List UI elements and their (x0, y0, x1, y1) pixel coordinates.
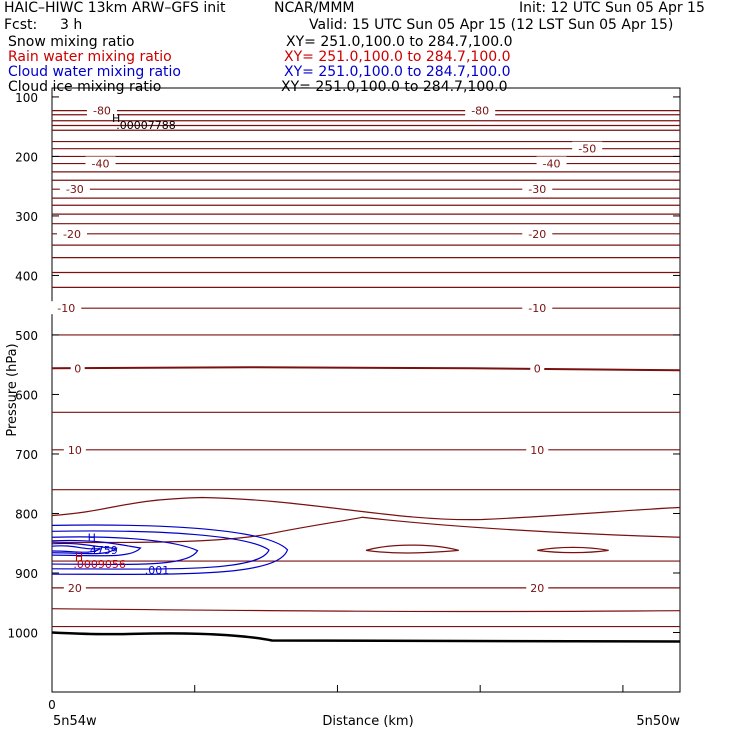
extremum-annotation: H (112, 112, 120, 125)
legend-snow-field: Snow mixing ratio (8, 34, 135, 50)
y-tick-label: 800 (15, 507, 38, 521)
valid-time: Valid: 15 UTC Sun 05 Apr 15 (12 LST Sun … (309, 17, 674, 33)
cloud-water-contour (51, 524, 289, 575)
isotherm-closed-contour (537, 546, 609, 554)
isotherm-label: -10 (57, 302, 75, 315)
cloud-water-contours (51, 524, 289, 575)
cloud-water-contour (51, 530, 270, 570)
isotherm-label-background (86, 103, 117, 117)
extremum-annotation: H (75, 550, 83, 563)
isotherm-label-background (63, 442, 86, 456)
isotherm-label-background (526, 580, 549, 594)
y-tick-label: 700 (15, 448, 38, 462)
isotherm-label: -40 (543, 158, 561, 171)
legend-cloudice-field: Cloud ice mixing ratio (8, 79, 162, 95)
isotherm-label: -80 (93, 105, 111, 118)
y-tick-label: 900 (15, 567, 38, 581)
isotherm-label: -80 (471, 105, 489, 118)
legend-rain-xy: XY= 251.0,100.0 to 284.7,100.0 (284, 49, 511, 65)
legend-snow-xy: XY= 251.0,100.0 to 284.7,100.0 (286, 34, 513, 50)
extremum-annotation: H (88, 531, 96, 544)
isotherm-label-background (63, 580, 86, 594)
y-tick-label: 600 (15, 388, 38, 402)
isotherm-label-background (572, 141, 603, 155)
isotherm-label-background (59, 182, 90, 196)
isotherm-label-background (530, 361, 545, 375)
isotherm-line (51, 516, 681, 544)
ground-surface (51, 631, 681, 643)
isotherm-label-background (51, 301, 82, 315)
isotherm-label: -30 (528, 183, 546, 196)
legend-rain-field: Rain water mixing ratio (8, 49, 172, 65)
isotherm-label: 20 (530, 582, 544, 595)
isotherm-line (51, 366, 681, 372)
x-axis-left-end-label: 5n54w (53, 714, 97, 729)
temperature-isotherms (51, 110, 681, 628)
plot-frame (51, 87, 681, 693)
extremum-annotation: .0009056 (73, 558, 126, 571)
model-title: HAIC–HIWC 13km ARW–GFS init (4, 0, 226, 16)
isotherm-label-background (522, 301, 553, 315)
legend-cloudwater-xy: XY= 251.0,100.0 to 284.7,100.0 (284, 64, 511, 80)
isotherm-line (51, 608, 681, 613)
isotherm-label: 10 (68, 444, 82, 457)
isotherm-label: 20 (68, 582, 82, 595)
isotherm-label-background (526, 442, 549, 456)
isotherm-label-background (56, 226, 87, 240)
forecast-hour: 3 h (60, 17, 83, 33)
cloud-water-contour (51, 536, 199, 566)
cloud-water-contour (51, 545, 101, 553)
isotherm-label-background (536, 156, 567, 170)
y-tick-label: 300 (15, 210, 38, 224)
isotherm-closed-contour (365, 544, 459, 554)
isotherm-label: -20 (528, 228, 546, 241)
contour-labels: -80 -80 -50 -40 -40 -30 -30 -20 -20 -10 -10 0 0 10 10 2… (51, 103, 603, 595)
isotherm-label-background (522, 226, 553, 240)
isotherm-label: -10 (528, 302, 546, 315)
ground-line (51, 631, 681, 643)
extremum-annotation: .4759 (86, 544, 118, 557)
y-tick-label: 400 (15, 269, 38, 283)
isotherm-label: -30 (66, 183, 84, 196)
isotherm-label-background (465, 103, 496, 117)
y-tick-label: 500 (15, 329, 38, 343)
isotherm-label-background (70, 361, 85, 375)
extremum-annotation: .001 (145, 564, 170, 577)
org-label: NCAR/MMM (274, 0, 355, 16)
extremum-annotation: .00007788 (116, 119, 175, 132)
x-axis-origin-label: 0 (48, 698, 56, 712)
isotherm-label-background (522, 182, 553, 196)
forecast-label: Fcst: (4, 17, 38, 33)
isotherm-line (51, 496, 681, 521)
y-tick-label: 200 (15, 150, 38, 164)
x-axis-title: Distance (km) (322, 714, 413, 729)
isotherm-label: -50 (578, 143, 596, 156)
isotherm-label: 0 (74, 362, 81, 375)
cloud-water-contour (51, 539, 142, 557)
y-axis-title: Pressure (hPa) (5, 343, 20, 436)
legend-cloudwater-field: Cloud water mixing ratio (8, 64, 181, 80)
isotherm-label: -40 (92, 158, 110, 171)
y-tick-label: 100 (15, 91, 38, 105)
isotherm-label: -20 (63, 228, 81, 241)
init-time: Init: 12 UTC Sun 05 Apr 15 (519, 0, 705, 16)
isotherm-label: 10 (530, 444, 544, 457)
isotherm-label-background (85, 156, 116, 170)
y-tick-label: 1000 (7, 626, 38, 640)
legend-cloudice-xy: XY= 251.0,100.0 to 284.7,100.0 (281, 79, 508, 95)
x-axis-right-end-label: 5n50w (636, 714, 680, 729)
cloud-water-contour (51, 542, 118, 555)
isotherm-label: 0 (534, 362, 541, 375)
